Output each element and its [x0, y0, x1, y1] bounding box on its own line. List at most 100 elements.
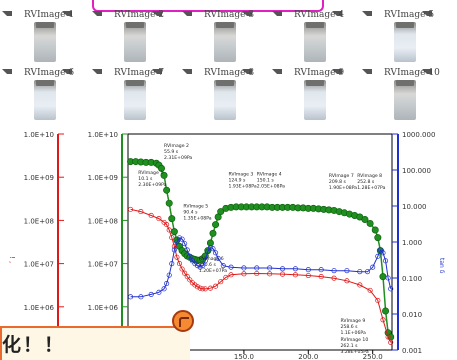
annotation-label: 10.1 s [138, 176, 153, 182]
thumbnail-7[interactable]: RVImage 7 [90, 68, 178, 126]
chart-svg: 1.0E+10 1.0E+09 1.0E+08 1.0E+07 1.0E+06 1.0E+… [8, 131, 445, 360]
thumbnail-3[interactable]: RVImage 3 [180, 10, 268, 68]
y-tick-label-outer: 1.0E+06 [24, 304, 55, 312]
data-point-red [128, 206, 134, 212]
thumbnail-corner-icon [272, 11, 282, 16]
data-point-red [380, 317, 386, 323]
data-point-red [292, 272, 298, 278]
annotation-label: 209.8 s [329, 179, 347, 185]
data-point-green [366, 219, 374, 227]
data-point-blue [207, 245, 213, 251]
data-point-blue [331, 268, 337, 274]
thumbnail-10[interactable]: RVImage 10 [360, 68, 448, 126]
data-point-red [367, 287, 373, 293]
y-tick-label-inner: 1.0E+10 [88, 131, 118, 139]
x-tick-label: 150.0 [234, 353, 254, 360]
right-tick-label: 100.000 [402, 167, 431, 175]
data-point-red [318, 274, 324, 280]
data-point-red [267, 271, 273, 277]
thumbnail-corner-icon [332, 11, 342, 16]
y-tick-label-inner: 1.0E+06 [88, 304, 119, 312]
chart-area: 1.0E+10 1.0E+09 1.0E+08 1.0E+07 1.0E+06 1.0E+… [0, 128, 457, 360]
data-point-blue [267, 265, 273, 271]
thumbnail-label: RVImage 8 [204, 68, 255, 78]
annotation-label: RVImage 8 [357, 173, 382, 179]
data-point-blue [215, 255, 221, 261]
y-tick-label-outer: 1.0E+09 [24, 174, 54, 182]
x-tick-label: 250.0 [363, 353, 383, 360]
data-point-blue [176, 235, 183, 241]
data-point-red [179, 266, 185, 272]
y-tick-label-inner: 1.0E+08 [88, 217, 118, 225]
thumbnail-label: RVImage 1 [24, 10, 75, 20]
thumbnail-4[interactable]: RVImage 4 [270, 10, 358, 68]
data-point-blue [388, 286, 394, 292]
annotation-label: 262.1 s [340, 343, 358, 349]
thumbnail-corner-icon [62, 11, 72, 16]
image-thumbnail-grid: RVImage 1 RVImage 2 RVImage 3 RVImage 4 RVIm… [0, 10, 457, 130]
y-tick-label-outer: 1.0E+08 [24, 217, 54, 225]
thumbnail-corner-icon [362, 69, 372, 74]
thumbnail-label: RVImage 9 [294, 68, 345, 78]
thumbnail-corner-icon [422, 11, 432, 16]
data-point-red [187, 277, 193, 283]
data-point-red [164, 222, 170, 228]
thumbnail-corner-icon [362, 11, 372, 16]
data-point-red [228, 272, 234, 278]
data-point-blue [184, 247, 190, 253]
data-point-red [331, 275, 337, 281]
thumbnail-label: RVImage 7 [114, 68, 165, 78]
data-point-blue [241, 265, 247, 271]
data-point-blue [305, 267, 311, 273]
thumbnail-corner-icon [92, 11, 102, 16]
sample-vial-image [124, 22, 146, 62]
data-point-red [194, 284, 201, 290]
data-point-green [379, 273, 387, 281]
annotation-label: 1.90E+08Pa [329, 185, 357, 191]
annotation-label: 3.28E+05Pa [340, 349, 368, 355]
thumbnail-1[interactable]: RVImage 1 [0, 10, 88, 68]
thumbnail-corner-icon [272, 69, 282, 74]
callout-knob-icon[interactable] [172, 310, 194, 332]
data-point-blue [189, 258, 195, 264]
annotation-label: 1.20E+07Pa [199, 268, 227, 274]
thumbnail-label: RVImage 10 [384, 68, 440, 78]
data-point-blue [364, 269, 371, 275]
thumbnail-corner-icon [242, 11, 252, 16]
data-point-blue [344, 268, 350, 274]
data-point-green [217, 208, 225, 216]
annotation-label: 1.1E+06Pa [340, 330, 365, 336]
data-point-red [182, 270, 188, 276]
annotation-label: RVImage 9 [340, 318, 365, 324]
data-point-red [223, 274, 229, 280]
thumbnail-9[interactable]: RVImage 9 [270, 68, 358, 126]
right-tick-label: 1000.000 [402, 131, 435, 139]
thumbnail-corner-icon [182, 69, 192, 74]
thumbnail-8[interactable]: RVImage 8 [180, 68, 268, 126]
data-point-red [241, 271, 247, 277]
sample-vial-image [304, 22, 326, 62]
annotation-label: 1.93E+08Pa [228, 183, 256, 189]
annotation-label: 124.9 s [228, 177, 246, 183]
thumbnail-2[interactable]: RVImage 2 [90, 10, 178, 68]
data-point-green [374, 234, 382, 242]
thumbnail-5[interactable]: RVImage 5 [360, 10, 448, 68]
thumbnail-corner-icon [242, 69, 252, 74]
annotation-label: RVImage 6 [199, 256, 224, 262]
data-point-blue [187, 253, 193, 259]
data-point-blue [383, 258, 389, 264]
annotation-label: RVImage 4 [257, 171, 282, 177]
data-point-red [385, 334, 391, 340]
data-point-red [202, 286, 208, 292]
data-point-blue [148, 291, 154, 297]
thumbnail-label: RVImage 2 [114, 10, 165, 20]
data-point-blue [254, 265, 260, 271]
data-point-red [375, 297, 381, 304]
data-point-green [382, 307, 390, 315]
data-point-red [218, 279, 224, 285]
right-tick-label: 1.000 [402, 239, 422, 247]
thumbnail-corner-icon [92, 69, 102, 74]
thumbnail-6[interactable]: RVImage 6 [0, 68, 88, 126]
data-point-blue [292, 266, 298, 272]
y-axis-label-right: tan δ [438, 258, 445, 274]
